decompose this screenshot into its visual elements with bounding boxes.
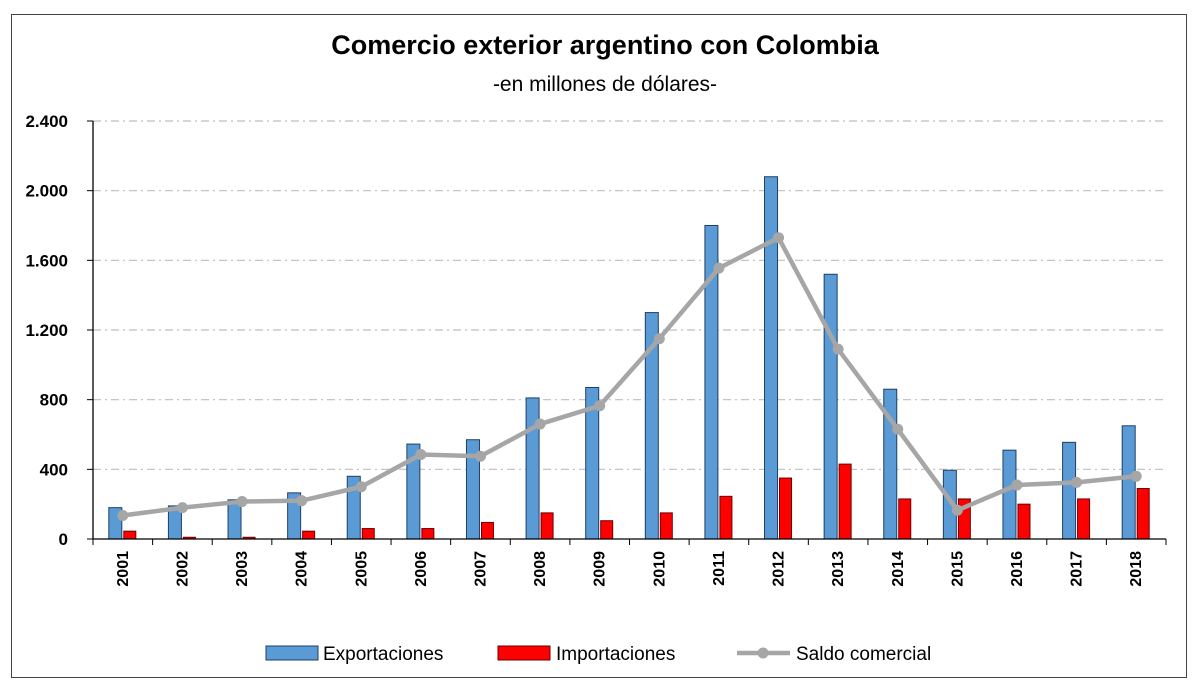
saldo-point bbox=[296, 495, 308, 507]
saldo-point bbox=[951, 504, 963, 516]
bar-importaciones bbox=[540, 512, 554, 540]
bar-importaciones bbox=[600, 520, 614, 540]
y-tick-label: 2.400 bbox=[25, 112, 68, 131]
y-tick-label: 2.000 bbox=[25, 182, 68, 201]
chart-frame bbox=[11, 14, 1187, 678]
x-tick-label: 2016 bbox=[1009, 551, 1026, 587]
bar-importaciones bbox=[1017, 503, 1031, 540]
bar-importaciones bbox=[659, 512, 673, 540]
legend-label-saldo: Saldo comercial bbox=[796, 644, 931, 665]
bar-importaciones bbox=[302, 530, 316, 540]
chart-subtitle: -en millones de dólares- bbox=[493, 73, 717, 96]
bar-exportaciones bbox=[1062, 441, 1077, 540]
x-tick-label: 2008 bbox=[532, 551, 549, 587]
legend: Exportaciones Importaciones Saldo comercia… bbox=[265, 644, 931, 665]
x-tick-label: 2005 bbox=[353, 551, 370, 587]
x-tick-label: 2001 bbox=[115, 551, 132, 587]
bar-exportaciones bbox=[823, 273, 838, 540]
x-tick-label: 2006 bbox=[413, 551, 430, 587]
x-tick-label: 2013 bbox=[830, 551, 847, 587]
bar-exportaciones bbox=[764, 176, 779, 540]
saldo-point bbox=[892, 423, 904, 435]
saldo-line-path bbox=[122, 235, 1137, 518]
y-tick-label: 1.200 bbox=[25, 321, 68, 340]
y-tick-label: 0 bbox=[59, 530, 68, 549]
bar-importaciones bbox=[480, 521, 494, 540]
saldo-point bbox=[653, 333, 665, 345]
y-tick-label: 400 bbox=[40, 460, 68, 479]
bar-importaciones bbox=[361, 528, 375, 540]
bar-exportaciones bbox=[1002, 449, 1017, 540]
bar-exportaciones bbox=[525, 397, 540, 540]
bar-importaciones bbox=[123, 530, 137, 540]
saldo-point bbox=[415, 449, 427, 461]
saldo-point bbox=[474, 450, 486, 462]
chart-title: Comercio exterior argentino con Colombia bbox=[331, 30, 880, 60]
saldo-point bbox=[594, 400, 606, 412]
saldo-point bbox=[1130, 470, 1142, 482]
x-tick-label: 2017 bbox=[1069, 551, 1086, 587]
legend-swatch-importaciones bbox=[497, 645, 551, 661]
saldo-point bbox=[176, 502, 188, 514]
saldo-point bbox=[832, 343, 844, 355]
x-tick-label: 2002 bbox=[174, 551, 191, 587]
x-axis: 2001 2002 2003 2004 2005 2006 2007 2008 2009 2010… bbox=[92, 538, 1167, 587]
gridlines bbox=[93, 120, 1166, 470]
bar-importaciones bbox=[421, 528, 435, 540]
x-tick-label: 2011 bbox=[711, 551, 728, 586]
bar-exportaciones bbox=[1121, 425, 1136, 540]
saldo-point bbox=[1071, 476, 1083, 488]
bars bbox=[108, 176, 1150, 540]
legend-label-importaciones: Importaciones bbox=[556, 644, 675, 665]
saldo-point bbox=[236, 496, 248, 508]
legend-marker-saldo bbox=[757, 647, 769, 659]
saldo-point bbox=[355, 481, 367, 493]
x-tick-label: 2010 bbox=[651, 551, 668, 587]
y-axis: 0 400 800 1.200 1.600 2.000 2.400 bbox=[25, 112, 94, 549]
saldo-point bbox=[1011, 479, 1023, 491]
x-tick-label: 2018 bbox=[1128, 551, 1145, 587]
saldo-point bbox=[534, 418, 546, 430]
legend-label-exportaciones: Exportaciones bbox=[323, 644, 443, 665]
x-tick-label: 2015 bbox=[949, 551, 966, 587]
saldo-point bbox=[713, 262, 725, 274]
bar-importaciones bbox=[779, 477, 793, 540]
x-tick-label: 2003 bbox=[234, 551, 251, 587]
saldo-point bbox=[773, 232, 785, 244]
saldo-point bbox=[117, 509, 129, 521]
x-tick-label: 2012 bbox=[771, 551, 788, 587]
bar-importaciones bbox=[1077, 498, 1091, 540]
saldo-line bbox=[117, 232, 1142, 521]
y-tick-label: 800 bbox=[40, 391, 68, 410]
legend-swatch-exportaciones bbox=[265, 645, 319, 661]
x-tick-label: 2014 bbox=[890, 551, 907, 587]
bar-importaciones bbox=[1136, 487, 1150, 540]
y-tick-label: 1.600 bbox=[25, 251, 68, 270]
bar-importaciones bbox=[719, 495, 733, 540]
x-tick-label: 2007 bbox=[472, 551, 489, 587]
x-tick-label: 2004 bbox=[294, 551, 311, 587]
x-tick-label: 2009 bbox=[592, 551, 609, 587]
bar-importaciones bbox=[898, 498, 912, 540]
bar-importaciones bbox=[838, 463, 852, 540]
